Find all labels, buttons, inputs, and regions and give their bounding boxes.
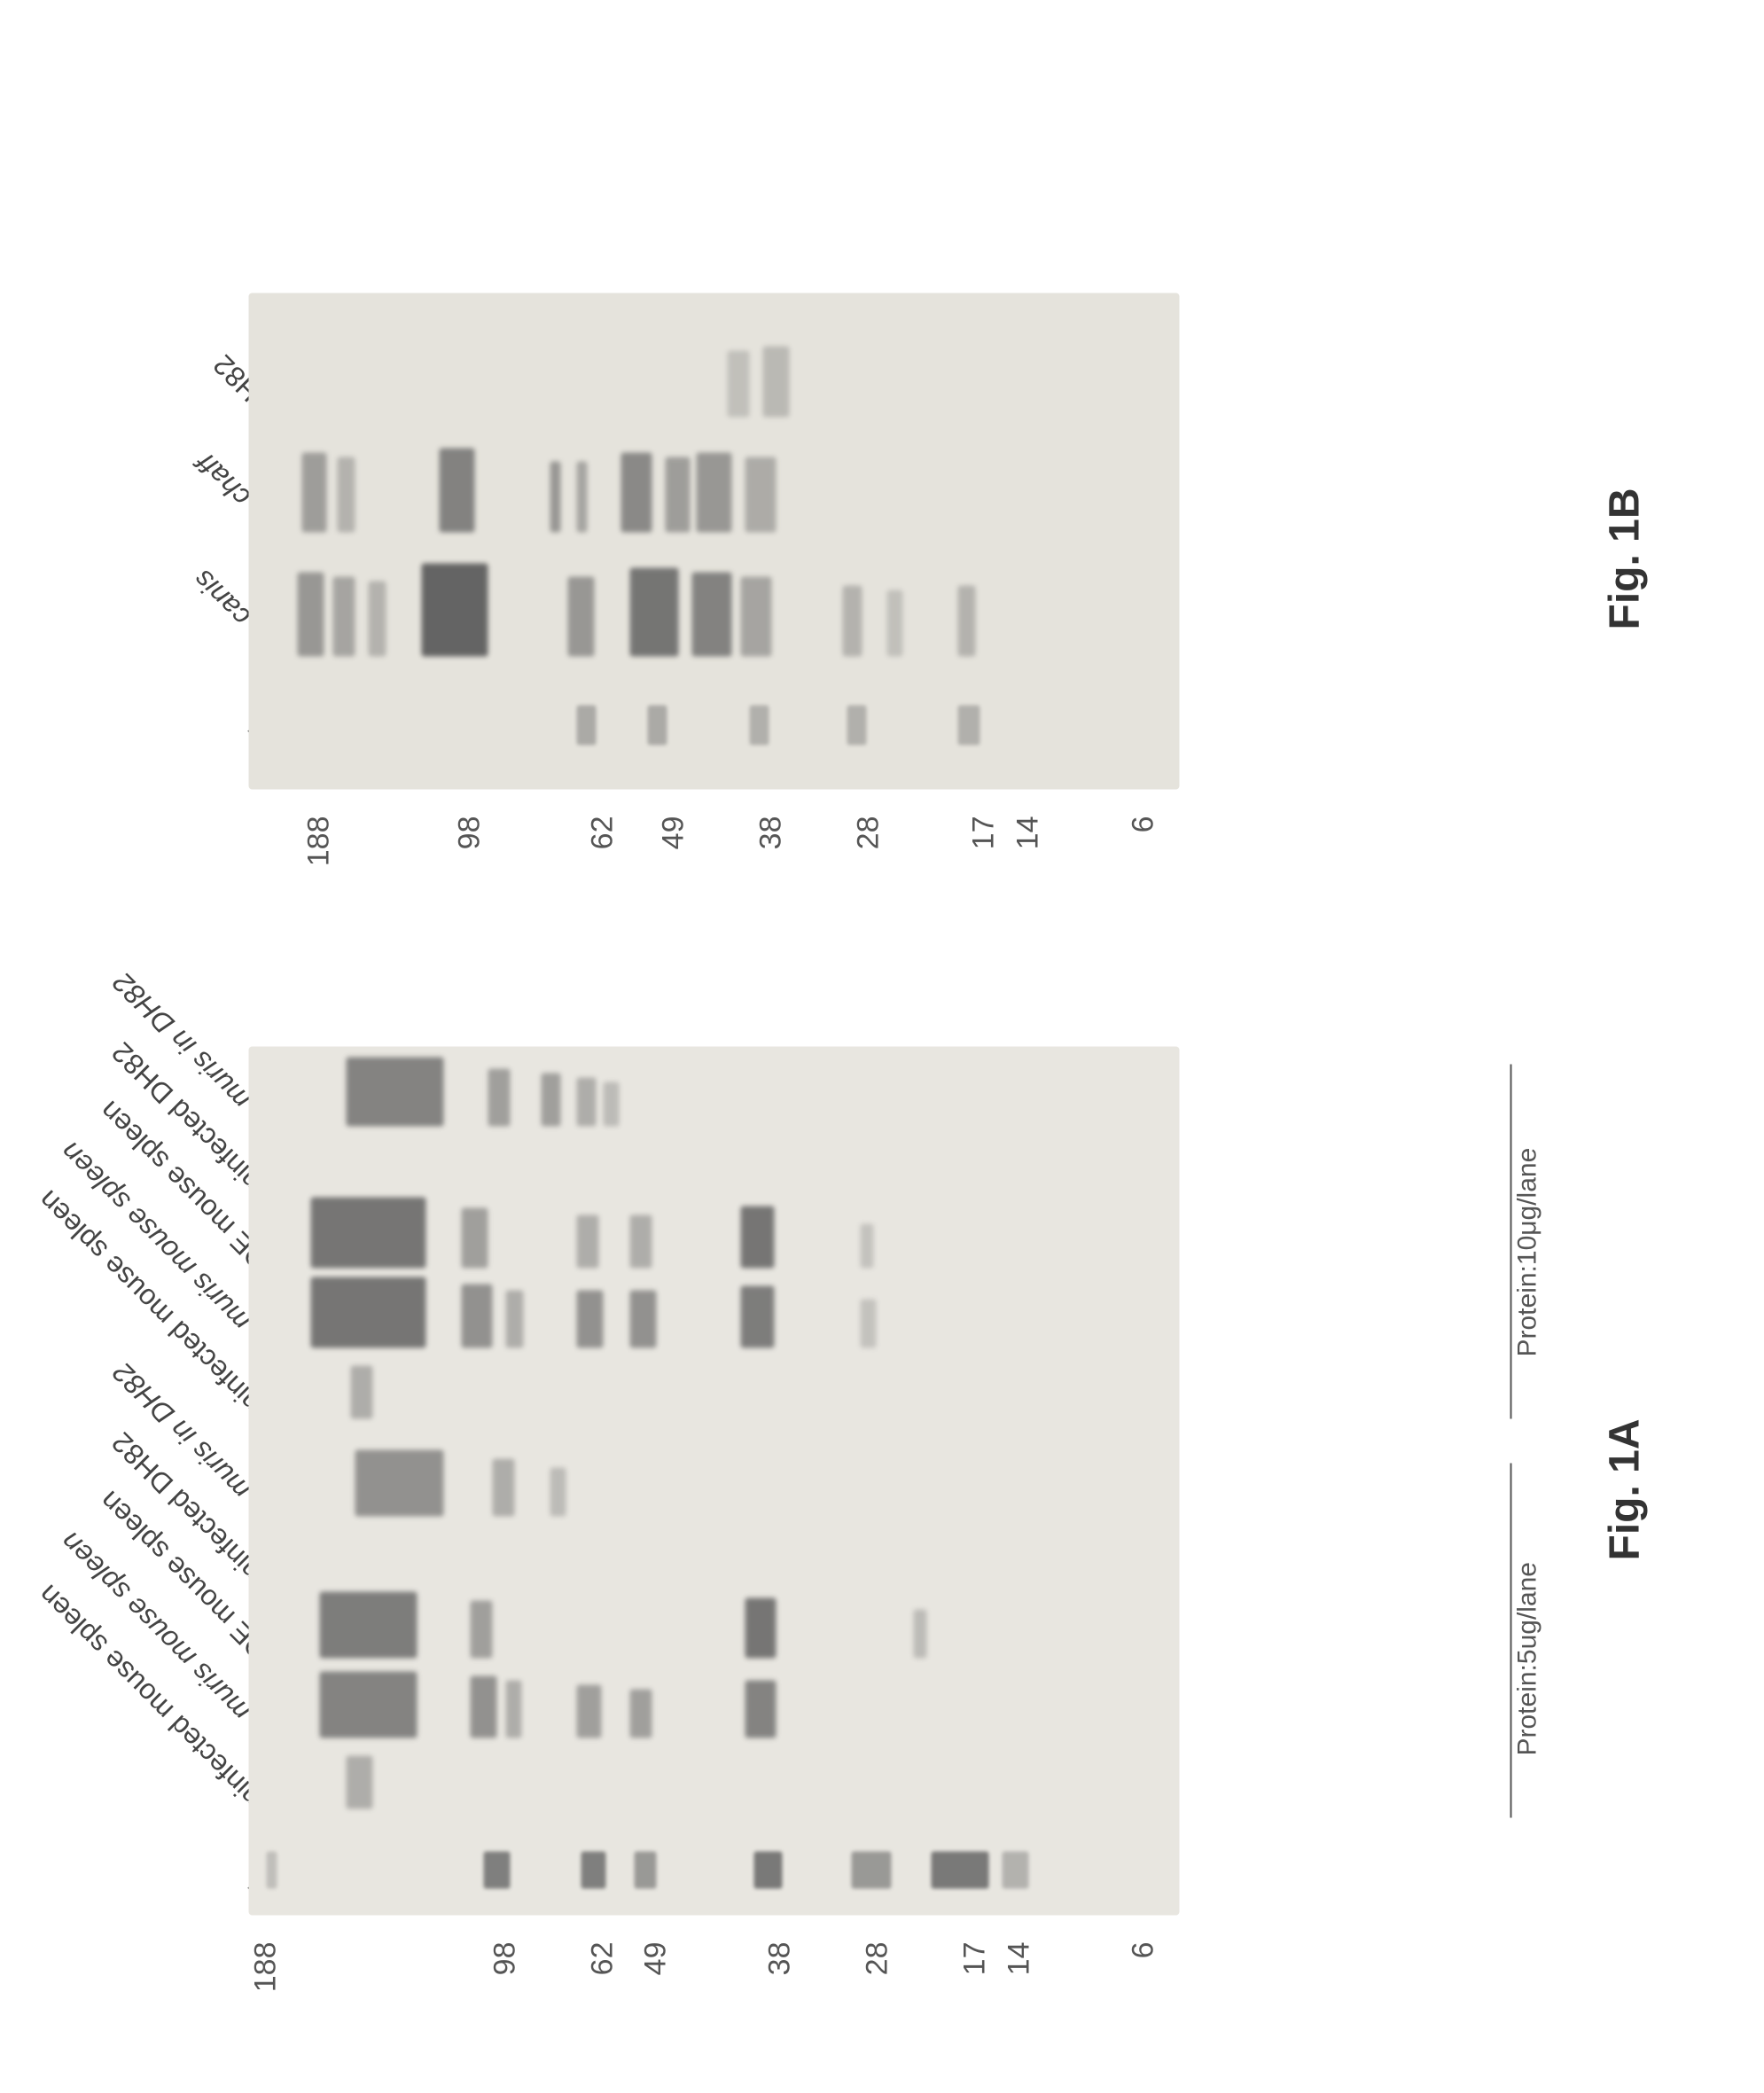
panel-a: M Uninfected mouse spleen E. muris mouse…: [249, 1003, 1490, 1933]
gel-band: [630, 568, 679, 657]
fig-label-b: Fig. 1B: [1601, 488, 1650, 629]
figure-container: M Uninfected mouse spleen E. muris mouse…: [1, 0, 1764, 2093]
gel-band: [577, 706, 597, 746]
gel-band: [692, 573, 732, 657]
gel-band: [577, 1291, 604, 1348]
gel-band: [621, 453, 652, 533]
gel-band: [843, 586, 862, 657]
gel-band: [604, 1082, 620, 1127]
gel-band: [581, 1852, 606, 1889]
mw-label-14: 14: [1003, 1942, 1037, 1995]
gel-band: [745, 1598, 777, 1659]
mw-label-49: 49: [639, 1942, 674, 1995]
gel-band: [847, 706, 867, 746]
gel-band: [745, 457, 777, 533]
gel-band: [440, 449, 475, 533]
gel-band: [666, 457, 691, 533]
mw-label-17: 17: [958, 1942, 993, 1995]
gel-band: [750, 706, 769, 746]
mw-label-b-17: 17: [967, 816, 1002, 870]
gel-band: [635, 1852, 657, 1889]
gel-band: [311, 1198, 426, 1269]
mw-label-188: 188: [249, 1942, 284, 1995]
gel-band: [347, 1756, 373, 1809]
mw-label-b-6: 6: [1127, 816, 1161, 870]
gel-band: [369, 582, 386, 657]
gel-band: [754, 1852, 783, 1889]
mw-label-62: 62: [586, 1942, 621, 1995]
gel-band: [852, 1852, 892, 1889]
gel-band: [471, 1601, 493, 1659]
gel-band: [741, 577, 772, 657]
mw-label-b-98: 98: [453, 816, 488, 870]
gel-band: [887, 590, 903, 657]
mw-label-b-38: 38: [754, 816, 789, 870]
gel-b-image: [249, 293, 1180, 790]
gel-band: [302, 453, 327, 533]
gel-band: [355, 1450, 444, 1517]
gel-band: [932, 1852, 989, 1889]
gel-band: [550, 462, 561, 533]
mw-label-b-49: 49: [657, 816, 691, 870]
gel-band: [697, 453, 732, 533]
gel-band: [577, 1685, 602, 1738]
mw-label-6: 6: [1127, 1942, 1161, 1995]
gel-band: [493, 1459, 515, 1517]
gel-band: [471, 1676, 497, 1738]
gel-band: [958, 586, 976, 657]
gel-band: [550, 1468, 566, 1517]
gel-band: [914, 1610, 927, 1659]
gel-band: [630, 1215, 652, 1269]
mw-label-b-188: 188: [302, 816, 337, 870]
gel-band: [728, 351, 750, 418]
gel-band: [484, 1852, 511, 1889]
mw-label-b-28: 28: [852, 816, 886, 870]
gel-band: [745, 1681, 777, 1738]
gel-band: [320, 1592, 418, 1659]
protein-label-2: Protein:10μg/lane: [1513, 1148, 1543, 1357]
mw-label-b-62: 62: [586, 816, 621, 870]
panel-b: M E. canis E. chaff DH82 188 98 62 49 38…: [249, 187, 1490, 808]
gel-band: [311, 1277, 426, 1348]
protein-label-1: Protein:5ug/lane: [1513, 1562, 1543, 1756]
mw-label-28: 28: [861, 1942, 895, 1995]
gel-band: [648, 706, 667, 746]
gel-band: [298, 573, 324, 657]
gel-band: [1003, 1852, 1029, 1889]
gel-band: [506, 1681, 522, 1738]
protein-line-1: [1510, 1464, 1512, 1818]
gel-band: [506, 1291, 524, 1348]
mw-label-38: 38: [763, 1942, 798, 1995]
mw-label-98: 98: [488, 1942, 523, 1995]
gel-band: [577, 1215, 599, 1269]
gel-band: [577, 462, 588, 533]
gel-band: [488, 1069, 511, 1127]
gel-band: [351, 1366, 373, 1419]
gel-band: [422, 564, 488, 657]
fig-label-a: Fig. 1A: [1601, 1418, 1650, 1560]
gel-band: [741, 1207, 775, 1269]
gel-band: [333, 577, 355, 657]
gel-band: [267, 1852, 277, 1889]
gel-band: [741, 1286, 775, 1348]
gel-band: [338, 457, 355, 533]
gel-a-image: [249, 1047, 1180, 1916]
gel-band: [630, 1690, 652, 1738]
gel-band: [861, 1224, 874, 1269]
gel-band: [542, 1074, 561, 1127]
gel-band: [462, 1285, 493, 1348]
gel-band: [577, 1078, 597, 1127]
gel-band: [347, 1058, 444, 1127]
protein-line-2: [1510, 1065, 1512, 1419]
gel-band: [958, 706, 980, 746]
gel-band: [861, 1300, 877, 1348]
gel-band: [568, 577, 595, 657]
gel-band: [462, 1208, 488, 1269]
gel-band: [763, 347, 790, 418]
gel-band: [320, 1672, 418, 1738]
gel-band: [630, 1291, 657, 1348]
mw-label-b-14: 14: [1011, 816, 1046, 870]
